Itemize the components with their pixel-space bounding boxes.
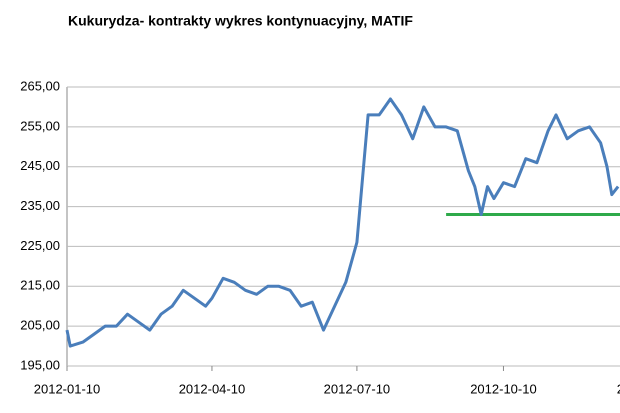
y-tick-label: 265,00 xyxy=(20,78,60,93)
x-tick-label: 2012-01-10 xyxy=(34,381,101,396)
y-tick-label: 205,00 xyxy=(20,318,60,333)
y-tick-label: 225,00 xyxy=(20,238,60,253)
y-tick-label: 235,00 xyxy=(20,198,60,213)
chart-title: Kukurydza- kontrakty wykres kontynuacyjn… xyxy=(68,13,413,29)
y-tick-label: 195,00 xyxy=(20,357,60,372)
x-tick-label: 2013-01-10 xyxy=(617,381,620,396)
y-tick-label: 245,00 xyxy=(20,158,60,173)
y-tick-label: 255,00 xyxy=(20,118,60,133)
y-tick-label: 215,00 xyxy=(20,278,60,293)
x-tick-label: 2012-10-10 xyxy=(470,381,537,396)
series-line xyxy=(65,97,620,348)
x-tick-label: 2012-04-10 xyxy=(179,381,246,396)
x-tick-label: 2012-07-10 xyxy=(324,381,391,396)
